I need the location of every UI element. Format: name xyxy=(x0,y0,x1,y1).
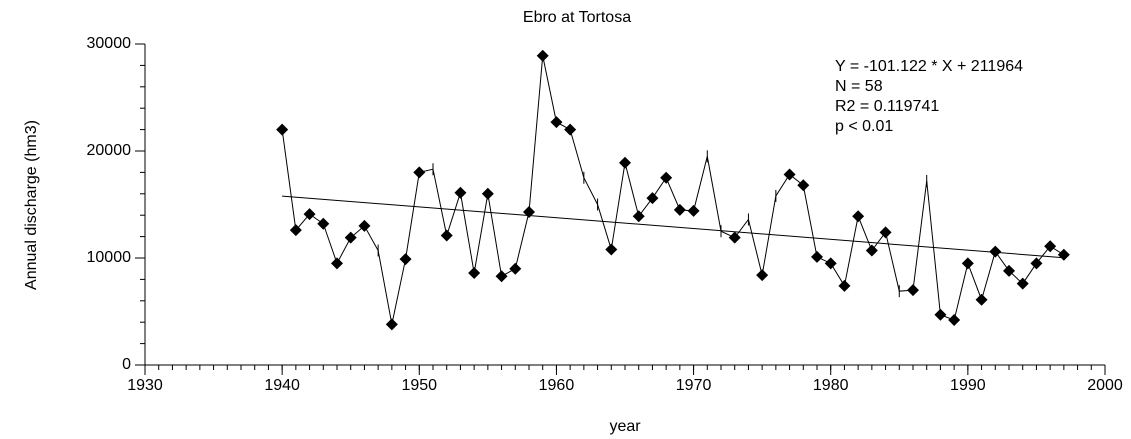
x-tick-label: 1960 xyxy=(539,377,575,394)
point-marker xyxy=(276,123,289,136)
point-marker xyxy=(550,116,563,129)
point-marker xyxy=(399,253,412,266)
x-tick-label: 1930 xyxy=(127,377,163,394)
annotation: p < 0.01 xyxy=(835,118,893,135)
x-tick-label: 1980 xyxy=(813,377,849,394)
point-marker xyxy=(358,219,371,232)
point-marker xyxy=(728,231,741,244)
x-tick-label: 1970 xyxy=(676,377,712,394)
annotation: Y = -101.122 * X + 211964 xyxy=(835,58,1023,75)
annotation: R2 = 0.119741 xyxy=(835,98,939,115)
y-tick-label: 30000 xyxy=(87,35,132,52)
point-marker xyxy=(783,168,796,181)
trend-line xyxy=(282,195,1064,259)
data-line xyxy=(281,55,1065,325)
chart-title: Ebro at Tortosa xyxy=(523,9,631,26)
point-marker xyxy=(975,293,988,306)
point-marker xyxy=(673,203,686,216)
point-marker xyxy=(481,187,494,200)
y-tick-label: 0 xyxy=(122,356,131,373)
x-tick-label: 2000 xyxy=(1087,377,1123,394)
point-marker xyxy=(1016,277,1029,290)
point-marker xyxy=(317,217,330,230)
point-marker xyxy=(523,205,535,218)
point-marker xyxy=(948,314,961,327)
x-tick-label: 1940 xyxy=(264,377,300,394)
point-marker xyxy=(1044,240,1057,253)
point-marker xyxy=(797,179,810,192)
point-marker xyxy=(756,269,769,282)
point-marker xyxy=(646,192,659,205)
annotation: N = 58 xyxy=(835,78,883,95)
point-marker xyxy=(509,262,522,275)
x-axis-label: year xyxy=(609,418,641,435)
point-marker xyxy=(303,208,316,221)
x-tick-label: 1990 xyxy=(950,377,986,394)
point-marker xyxy=(1003,264,1015,277)
point-marker xyxy=(907,284,919,297)
point-marker xyxy=(1030,257,1043,270)
y-axis-label: Annual discharge (hm3) xyxy=(23,120,40,290)
point-marker xyxy=(989,245,1002,258)
point-marker xyxy=(536,49,549,62)
point-marker xyxy=(440,229,453,242)
point-marker xyxy=(660,171,673,184)
point-marker xyxy=(468,266,481,279)
point-marker xyxy=(811,250,823,263)
point-marker xyxy=(934,308,947,321)
point-marker xyxy=(289,224,302,237)
point-marker xyxy=(687,204,700,217)
point-marker xyxy=(331,257,343,270)
y-tick-label: 20000 xyxy=(87,142,132,159)
point-marker xyxy=(564,123,577,136)
point-marker xyxy=(454,186,467,199)
point-marker xyxy=(495,270,508,283)
point-marker xyxy=(961,257,974,270)
point-marker xyxy=(413,166,426,179)
point-marker xyxy=(865,244,878,257)
point-marker xyxy=(824,257,837,270)
point-marker xyxy=(385,318,398,331)
point-marker xyxy=(1057,248,1070,261)
point-marker xyxy=(344,231,357,244)
point-marker xyxy=(879,226,892,239)
point-marker xyxy=(838,279,851,292)
y-tick-label: 10000 xyxy=(87,249,132,266)
point-marker xyxy=(852,210,865,223)
point-marker xyxy=(619,156,631,169)
point-marker xyxy=(605,243,618,256)
x-tick-label: 1950 xyxy=(401,377,437,394)
point-marker xyxy=(632,210,645,223)
